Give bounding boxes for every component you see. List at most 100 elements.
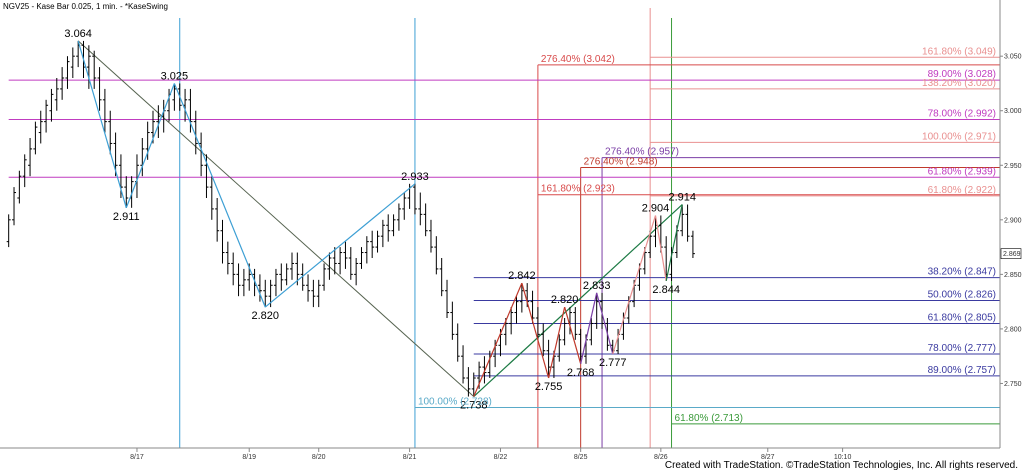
ohlc-bar [354, 258, 359, 286]
swing-red-2 [521, 282, 550, 379]
time-axis: 8/17 8/19 8/20 8/21 8/22 8/25 8/26 8/27 10:10 [0, 447, 1000, 461]
ohlc-bar [685, 204, 690, 242]
swing-label-3: 2.820 [251, 310, 279, 322]
ohlc-bar [279, 263, 284, 291]
fib-label-14: 78.00% (2.777) [928, 343, 996, 354]
ohlc-bar [38, 110, 43, 144]
ohlc-bar [33, 121, 38, 155]
swing-red-4 [564, 306, 582, 364]
swing-salmon-1 [612, 215, 657, 355]
ohlc-bar [306, 274, 311, 302]
ohlc-bar [322, 263, 327, 291]
ohlc-bar [396, 203, 401, 231]
ohlc-bar [428, 219, 433, 253]
ohlc-bar [12, 187, 17, 226]
swing-label-9: 2.768 [567, 367, 595, 379]
swing-green-1 [665, 204, 683, 282]
ohlc-bar [546, 339, 551, 378]
ohlc-bar [209, 176, 214, 220]
ohlc-bar [557, 334, 562, 362]
swing-lines [77, 40, 683, 397]
x-tick-label: 10:10 [834, 454, 852, 461]
ohlc-bar [386, 214, 391, 242]
y-tick-label: 2.850 [1004, 272, 1022, 279]
fib-label-7: 276.40% (3.042) [541, 54, 615, 65]
x-tick-label: 8/20 [312, 454, 326, 461]
ohlc-bar [257, 274, 262, 302]
ohlc-bar [263, 279, 268, 308]
fib-label-17: 61.80% (2.713) [675, 413, 743, 424]
swing-blue-3 [173, 83, 266, 308]
ohlc-bar [450, 301, 455, 340]
ohlc-bar [471, 372, 476, 397]
ohlc-bar [391, 214, 396, 237]
ohlc-bar [418, 192, 423, 226]
trendline-down [77, 40, 475, 397]
swing-blue-1 [77, 40, 127, 208]
ohlc-bar [370, 230, 375, 258]
ohlc-bar [343, 241, 348, 269]
ohlc-bar [156, 105, 161, 138]
ohlc-bar [541, 323, 546, 357]
ohlc-bar [28, 138, 33, 177]
x-tick-label: 8/26 [654, 454, 668, 461]
fib-label-15: 89.00% (2.757) [928, 365, 996, 376]
ohlc-bars [6, 40, 695, 397]
ohlc-bar [461, 345, 466, 384]
ohlc-bar [348, 247, 353, 280]
ohlc-bar [594, 292, 599, 329]
fib-label-13: 61.80% (2.805) [928, 312, 996, 323]
swing-label-6: 2.842 [508, 270, 536, 282]
ohlc-bar [220, 219, 225, 264]
ohlc-bar [231, 252, 236, 286]
y-tick-label: 3.050 [1004, 54, 1022, 61]
ohlc-bar [108, 110, 113, 155]
y-tick-label: 2.800 [1004, 326, 1022, 333]
ohlc-bar [562, 318, 567, 346]
swing-label-11: 2.777 [599, 357, 627, 369]
x-tick-label: 8/25 [574, 454, 588, 461]
ohlc-bar [188, 88, 193, 133]
x-tick-label: 8/22 [494, 454, 508, 461]
ohlc-bar [225, 241, 230, 275]
trendline-up [473, 204, 683, 397]
fib-level-labels: 89.00% (3.028) 78.00% (2.992) 61.80% (2.93… [418, 46, 996, 424]
ohlc-bar [140, 138, 145, 177]
y-tick-label: 2.900 [1004, 217, 1022, 224]
chart-title: NGV25 - Kase Bar 0.025, 1 min. - *KaseSw… [3, 2, 168, 11]
ohlc-bar [97, 67, 102, 111]
ohlc-bar [236, 263, 241, 297]
ohlc-bar [199, 132, 204, 177]
swing-label-14: 2.914 [668, 192, 696, 204]
ohlc-bar [102, 88, 107, 133]
ohlc-bar [375, 230, 380, 253]
fib-label-12: 50.00% (2.826) [928, 290, 996, 301]
ohlc-bar [503, 318, 508, 346]
trendlines [77, 40, 683, 397]
ohlc-bar [284, 263, 289, 286]
ohlc-bar [359, 247, 364, 269]
swing-label-5: 2.738 [460, 400, 488, 412]
swing-label-12: 2.904 [642, 202, 670, 214]
ohlc-bar [54, 78, 59, 111]
price-labels: 3.064 2.911 3.025 2.820 2.933 2.738 2.842 2.755… [64, 28, 696, 412]
x-tick-label: 8/19 [242, 454, 256, 461]
ohlc-bar [455, 323, 460, 362]
y-tick-label: 2.950 [1004, 163, 1022, 170]
ohlc-bar [434, 236, 439, 275]
ohlc-bar [327, 252, 332, 280]
price-axis: 3.050 3.000 2.950 2.900 2.850 2.800 2.750 2.869 [999, 0, 1022, 448]
ohlc-bar [509, 307, 514, 335]
ohlc-bar [402, 192, 407, 220]
x-tick-label: 8/27 [761, 454, 775, 461]
ohlc-bar [65, 56, 70, 89]
copyright-watermark: Created with TradeStation. ©TradeStation… [665, 460, 1018, 471]
last-price-label: 2.869 [1003, 251, 1021, 258]
fib-level-lines [8, 56, 1000, 425]
ohlc-bar [423, 203, 428, 237]
swing-red-3 [548, 306, 566, 379]
ohlc-bar [445, 279, 450, 318]
swing-red-1 [473, 282, 523, 397]
